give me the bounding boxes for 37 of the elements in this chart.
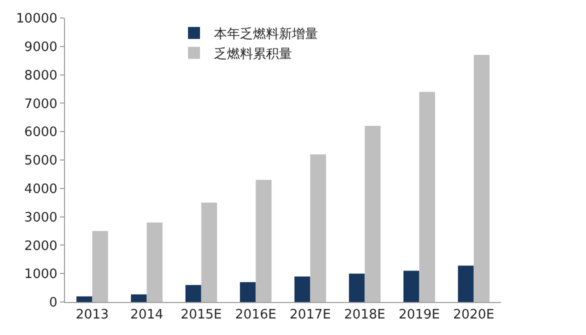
bar: [419, 92, 436, 302]
y-tick-label: 2000: [24, 238, 58, 254]
bar: [403, 270, 420, 302]
bar: [185, 284, 202, 302]
x-tick-label: 2019E: [398, 308, 440, 323]
x-tick-label: 2013: [76, 308, 109, 323]
x-tick-label: 2017E: [290, 308, 331, 323]
y-tick-label: 3000: [24, 210, 58, 226]
x-tick-label: 2015E: [180, 308, 222, 323]
y-tick-label: 9000: [24, 40, 58, 55]
y-tick-label: 4000: [24, 182, 58, 197]
bar: [146, 222, 163, 302]
legend-label: 本年乏燃料新增量: [214, 27, 318, 42]
x-tick-label: 2016E: [235, 308, 276, 323]
bar: [92, 231, 108, 302]
bar: [130, 294, 147, 302]
bar: [240, 282, 256, 302]
bar: [348, 274, 365, 302]
bar: [474, 54, 490, 302]
bar: [76, 296, 92, 302]
y-tick-label: 0: [49, 296, 58, 311]
bar: [310, 154, 326, 302]
y-tick-label: 8000: [24, 68, 58, 84]
bar: [364, 126, 381, 302]
y-tick-label: 6000: [24, 125, 58, 140]
legend-label: 乏燃料累积量: [214, 46, 292, 62]
bar: [201, 202, 218, 302]
y-tick-label: 1000: [24, 267, 58, 282]
y-tick-label: 5000: [24, 154, 58, 169]
bar: [256, 180, 272, 302]
bar: [458, 266, 474, 302]
x-tick-label: 2020E: [453, 308, 494, 323]
x-tick-label: 2014: [130, 308, 164, 323]
y-tick-label: 10000: [16, 12, 58, 27]
y-tick-label: 7000: [24, 96, 58, 112]
bar: [294, 276, 310, 302]
x-tick-label: 2018E: [344, 308, 386, 323]
